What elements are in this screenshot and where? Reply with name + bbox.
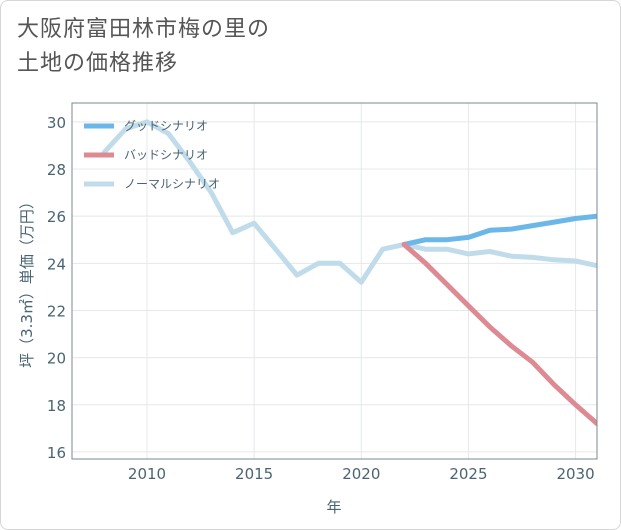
x-tick-label: 2030 [556, 465, 594, 483]
series-lines [101, 119, 597, 427]
y-tick-label: 28 [47, 161, 66, 179]
plot-frame [71, 102, 598, 460]
legend-label-good: グッドシナリオ [124, 119, 208, 133]
y-tick-label: 26 [47, 208, 66, 226]
x-axis-title: 年 [326, 498, 341, 516]
legend-label-bad: バッドシナリオ [124, 148, 208, 162]
series-line-normal [101, 119, 597, 285]
title-line-2: 土地の価格推移 [17, 51, 179, 76]
y-tick-label: 24 [47, 255, 66, 273]
x-tick-labels: 2010 2015 2020 2025 2030 [128, 465, 595, 483]
legend-label-normal: ノーマルシナリオ [124, 177, 220, 191]
series-line-bad [401, 242, 597, 427]
y-tick-label: 22 [47, 302, 66, 320]
y-tick-labels: 16 18 20 22 24 26 28 30 [47, 114, 66, 462]
grid-lines [72, 103, 597, 459]
chart-title: 大阪府富田林市梅の里の 土地の価格推移 [17, 13, 437, 81]
y-tick-label: 16 [47, 444, 66, 462]
series-line-good [401, 213, 597, 247]
title-line-1: 大阪府富田林市梅の里の [17, 17, 271, 42]
y-tick-label: 30 [47, 114, 66, 132]
x-tick-label: 2010 [128, 465, 166, 483]
y-tick-label: 18 [47, 397, 66, 415]
y-tick-label: 20 [47, 350, 66, 368]
y-axis-title: 坪（3.3㎡）単価（万円） [18, 194, 36, 368]
x-tick-label: 2015 [235, 465, 273, 483]
x-tick-label: 2025 [449, 465, 487, 483]
x-tick-label: 2020 [342, 465, 380, 483]
